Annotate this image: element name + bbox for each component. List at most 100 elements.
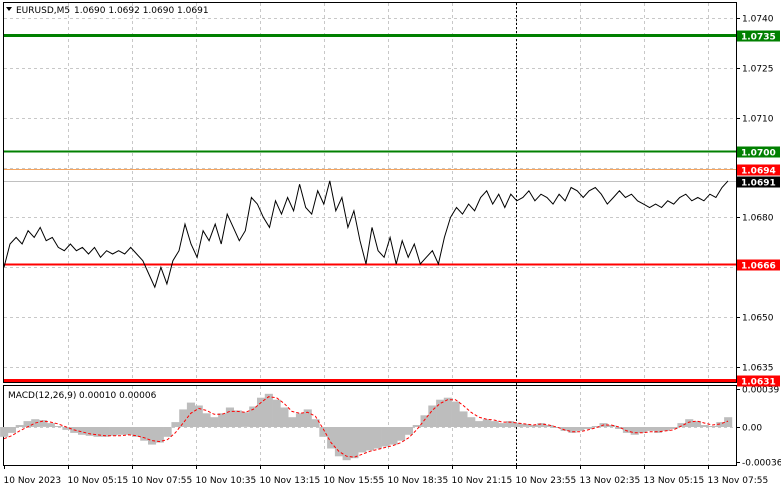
macd-bar <box>607 425 616 427</box>
macd-bar <box>513 423 522 427</box>
macd-bar <box>46 423 55 427</box>
macd-bar <box>202 413 211 427</box>
macd-bar <box>545 425 554 427</box>
y-tick-label: 1.0740 <box>742 15 774 25</box>
macd-bar <box>23 421 32 427</box>
x-tick-label: 10 Nov 15:55 <box>324 476 385 486</box>
price-label-1-0631: 1.0631 <box>737 375 780 388</box>
macd-bar <box>506 421 515 427</box>
price-label-1-0694: 1.0694 <box>737 164 780 177</box>
macd-bar <box>459 411 468 427</box>
price-label-bg <box>737 259 780 271</box>
price-label-bg <box>737 176 780 188</box>
macd-bar <box>124 427 133 435</box>
x-tick-label: 10 Nov 13:15 <box>260 476 321 486</box>
x-tick-label: 10 Nov 2023 <box>4 476 62 486</box>
macd-bar <box>428 405 437 427</box>
macd-bar <box>7 427 17 433</box>
x-tick-label: 10 Nov 23:55 <box>516 476 577 486</box>
macd-bar <box>85 427 94 436</box>
triangle-down-icon[interactable] <box>6 7 12 11</box>
macd-bar <box>342 427 351 461</box>
macd-bar <box>677 423 686 427</box>
macd-bar <box>630 427 639 435</box>
macd-axis: 0.00039 0.00 -0.00036 <box>736 386 781 469</box>
macd-bar <box>397 427 406 441</box>
macd-bar <box>0 427 9 437</box>
price-label-bg <box>737 164 780 176</box>
macd-bar <box>295 413 304 427</box>
x-tick-label: 13 Nov 07:55 <box>708 476 769 486</box>
macd-bar <box>116 427 125 435</box>
price-label-1-0700: 1.0700 <box>737 146 780 159</box>
price-levels <box>4 34 736 382</box>
macd-bar <box>358 427 367 453</box>
macd-bar <box>646 427 655 431</box>
macd-bar <box>381 427 390 447</box>
macd-bar <box>78 427 87 435</box>
macd-bar <box>615 427 624 429</box>
y-tick-label: 1.0680 <box>742 214 774 224</box>
macd-bar <box>404 427 413 435</box>
macd-bar <box>288 417 297 427</box>
price-label-text: 1.0700 <box>741 149 776 159</box>
macd-bar <box>39 420 48 427</box>
macd-bar <box>521 424 530 427</box>
macd-bar <box>443 397 452 427</box>
macd-bar <box>560 427 569 431</box>
x-tick-label: 10 Nov 10:35 <box>196 476 257 486</box>
macd-bar <box>475 421 484 427</box>
x-tick-label: 10 Nov 18:35 <box>388 476 449 486</box>
macd-bar <box>93 427 102 437</box>
macd-signal-line <box>3 396 729 458</box>
macd-bar <box>280 407 289 427</box>
macd-bar <box>334 427 343 457</box>
macd-bar <box>661 427 670 431</box>
macd-bar <box>140 427 149 441</box>
macd-bar <box>109 427 118 436</box>
price-line <box>3 180 729 289</box>
macd-histogram <box>0 393 733 461</box>
macd-bar <box>716 422 725 427</box>
macd-bar <box>366 427 375 451</box>
macd-bar <box>451 401 460 427</box>
macd-bar <box>225 407 234 427</box>
macd-bar <box>62 427 71 430</box>
ohlc-values: 1.0690 1.0692 1.0690 1.0691 <box>74 6 209 16</box>
macd-y-tick-label: 0.00 <box>742 424 762 434</box>
macd-bar <box>350 427 359 459</box>
price-label-1-0666: 1.0666 <box>737 259 780 272</box>
macd-bar <box>591 426 600 427</box>
macd-y-tick-label: 0.00039 <box>742 386 779 396</box>
macd-y-tick-label: -0.00036 <box>742 459 781 469</box>
macd-bar <box>15 425 24 427</box>
macd-bar <box>389 427 398 445</box>
macd-bar <box>101 427 110 437</box>
price-label-bg <box>737 375 780 387</box>
price-label-bg <box>737 146 780 158</box>
macd-bar <box>700 425 709 427</box>
price-grid <box>4 3 736 382</box>
macd-bar <box>693 421 702 427</box>
price-level-labels: 1.0735 1.0700 1.0694 1.0691 1.0666 1.0631 <box>737 30 780 388</box>
price-pane-frame <box>3 2 737 383</box>
macd-bar <box>233 410 242 427</box>
macd-bar <box>724 417 733 427</box>
macd-bar <box>155 427 164 443</box>
macd-bar <box>163 427 172 437</box>
price-label-text: 1.0735 <box>741 33 776 43</box>
macd-bar <box>436 399 445 427</box>
macd-bar <box>249 406 258 427</box>
macd-bar <box>412 425 421 427</box>
price-axis: 1.07401.07251.07101.06951.06801.06651.06… <box>736 15 774 374</box>
macd-bar <box>669 427 678 429</box>
x-tick-label: 10 Nov 05:15 <box>68 476 129 486</box>
macd-bar <box>584 427 593 429</box>
macd-bar <box>179 409 188 427</box>
macd-bar <box>498 423 507 427</box>
macd-bar <box>638 427 647 433</box>
price-label-text: 1.0666 <box>741 262 776 272</box>
x-tick-label: 13 Nov 05:15 <box>644 476 705 486</box>
macd-bar <box>552 427 561 428</box>
